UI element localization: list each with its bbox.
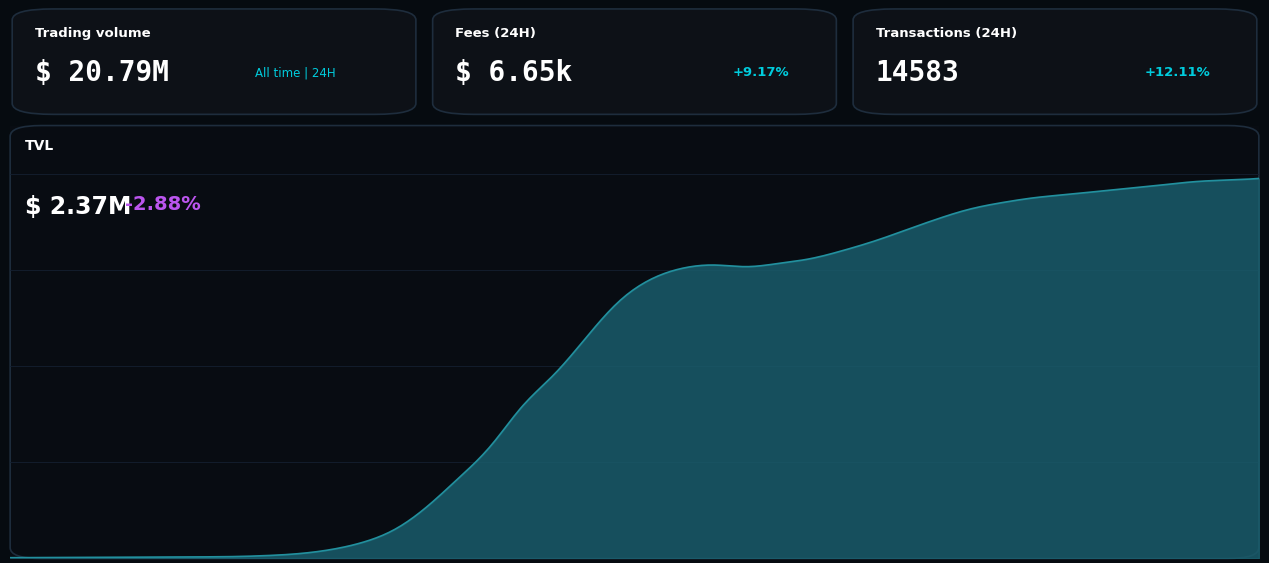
Text: 14583: 14583 bbox=[876, 59, 959, 87]
FancyBboxPatch shape bbox=[433, 9, 836, 114]
Text: Transactions (24H): Transactions (24H) bbox=[876, 26, 1016, 39]
Text: +12.11%: +12.11% bbox=[1145, 66, 1209, 79]
Text: -2.88%: -2.88% bbox=[126, 195, 201, 214]
Text: +9.17%: +9.17% bbox=[732, 66, 789, 79]
FancyBboxPatch shape bbox=[13, 9, 416, 114]
Text: Fees (24H): Fees (24H) bbox=[456, 26, 536, 39]
FancyBboxPatch shape bbox=[853, 9, 1256, 114]
Text: $ 20.79M: $ 20.79M bbox=[34, 59, 169, 87]
FancyBboxPatch shape bbox=[10, 126, 1259, 558]
Text: Trading volume: Trading volume bbox=[34, 26, 150, 39]
Text: TVL: TVL bbox=[25, 138, 55, 153]
Text: All time | 24H: All time | 24H bbox=[255, 66, 335, 79]
Text: $ 6.65k: $ 6.65k bbox=[456, 59, 572, 87]
Text: $ 2.37M: $ 2.37M bbox=[25, 195, 132, 219]
